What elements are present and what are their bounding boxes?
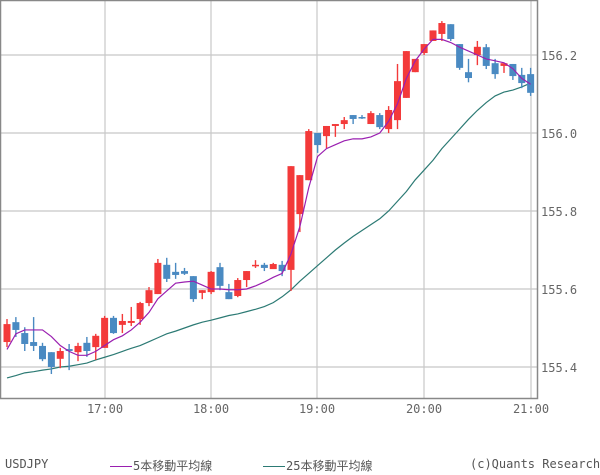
- candle: [30, 342, 38, 346]
- x-tick-label: 20:00: [406, 402, 442, 416]
- x-tick-label: 21:00: [513, 402, 549, 416]
- candle: [127, 320, 135, 323]
- y-axis: 155.4 155.6 155.8 156.0 156.2: [541, 49, 577, 375]
- candle: [234, 280, 242, 297]
- candle: [172, 271, 180, 275]
- y-tick-label: 156.2: [541, 49, 577, 63]
- candle: [509, 63, 517, 77]
- legend-ma5-label: 5本移動平均線: [133, 459, 213, 473]
- candle: [198, 290, 206, 293]
- candle: [349, 115, 357, 119]
- ma5-swatch-icon: [110, 466, 132, 467]
- candlestick-chart: 155.4 155.6 155.8 156.0 156.2 17:00 18:00 19:0…: [0, 0, 577, 416]
- copyright: (c)Quants Research: [470, 457, 600, 471]
- candle: [47, 352, 55, 367]
- candle: [163, 264, 171, 279]
- candle: [314, 133, 322, 146]
- candle: [358, 117, 366, 119]
- x-axis: 17:00 18:00 19:00 20:00 21:00: [87, 402, 549, 416]
- plot-frame: [0, 0, 539, 400]
- ma25-line: [6, 82, 531, 379]
- candle: [394, 81, 401, 121]
- candle: [21, 333, 29, 344]
- candle: [39, 345, 46, 360]
- y-tick-label: 156.0: [541, 127, 577, 141]
- candle: [83, 342, 91, 352]
- legend-ma5: 5本移動平均線: [110, 457, 212, 474]
- candle: [207, 271, 215, 293]
- y-tick-label: 155.8: [541, 205, 577, 219]
- candle: [287, 166, 295, 270]
- candle: [181, 271, 188, 274]
- legend-ma25: 25本移動平均線: [263, 457, 372, 474]
- candle: [296, 175, 304, 215]
- ma25-swatch-icon: [263, 466, 285, 467]
- candle: [376, 115, 384, 128]
- x-tick-label: 17:00: [87, 402, 123, 416]
- candle: [225, 292, 233, 300]
- candle: [56, 351, 64, 359]
- candle: [473, 46, 481, 55]
- candle: [110, 317, 117, 334]
- candle: [154, 262, 162, 295]
- symbol-label: USDJPY: [5, 457, 49, 471]
- ma5-line: [6, 38, 531, 356]
- grid-lines: [0, 0, 537, 398]
- candle: [3, 324, 11, 343]
- candle: [278, 264, 286, 272]
- candle: [323, 125, 330, 137]
- candle: [145, 290, 153, 304]
- candle: [101, 317, 109, 348]
- candle: [136, 303, 144, 320]
- candle: [74, 345, 82, 353]
- candle: [65, 349, 73, 352]
- candle: [340, 120, 348, 125]
- candle: [12, 322, 20, 330]
- y-tick-label: 155.6: [541, 283, 577, 297]
- candle: [438, 23, 446, 34]
- candle: [429, 30, 437, 41]
- candle: [243, 271, 251, 281]
- candle: [500, 63, 508, 66]
- candle: [305, 131, 313, 181]
- candle: [385, 109, 393, 130]
- candle: [367, 113, 375, 125]
- candle: [269, 264, 277, 270]
- candle: [252, 264, 259, 267]
- legend: USDJPY 5本移動平均線 25本移動平均線 (c)Quants Resear…: [0, 457, 600, 473]
- candle: [92, 335, 100, 348]
- candle: [402, 51, 410, 98]
- legend-ma25-label: 25本移動平均線: [286, 459, 373, 473]
- candle: [491, 63, 499, 75]
- candle: [456, 44, 464, 68]
- candle: [118, 320, 126, 325]
- candle: [465, 72, 472, 79]
- candle: [527, 74, 535, 93]
- candle: [447, 24, 455, 40]
- candle: [216, 267, 224, 286]
- candle: [331, 124, 339, 126]
- candle: [411, 58, 419, 73]
- candle: [189, 276, 197, 300]
- candle: [482, 47, 490, 66]
- x-tick-label: 18:00: [193, 402, 229, 416]
- y-tick-label: 155.4: [541, 361, 577, 375]
- candle: [260, 264, 268, 268]
- candles: [3, 21, 535, 375]
- x-tick-label: 19:00: [299, 402, 335, 416]
